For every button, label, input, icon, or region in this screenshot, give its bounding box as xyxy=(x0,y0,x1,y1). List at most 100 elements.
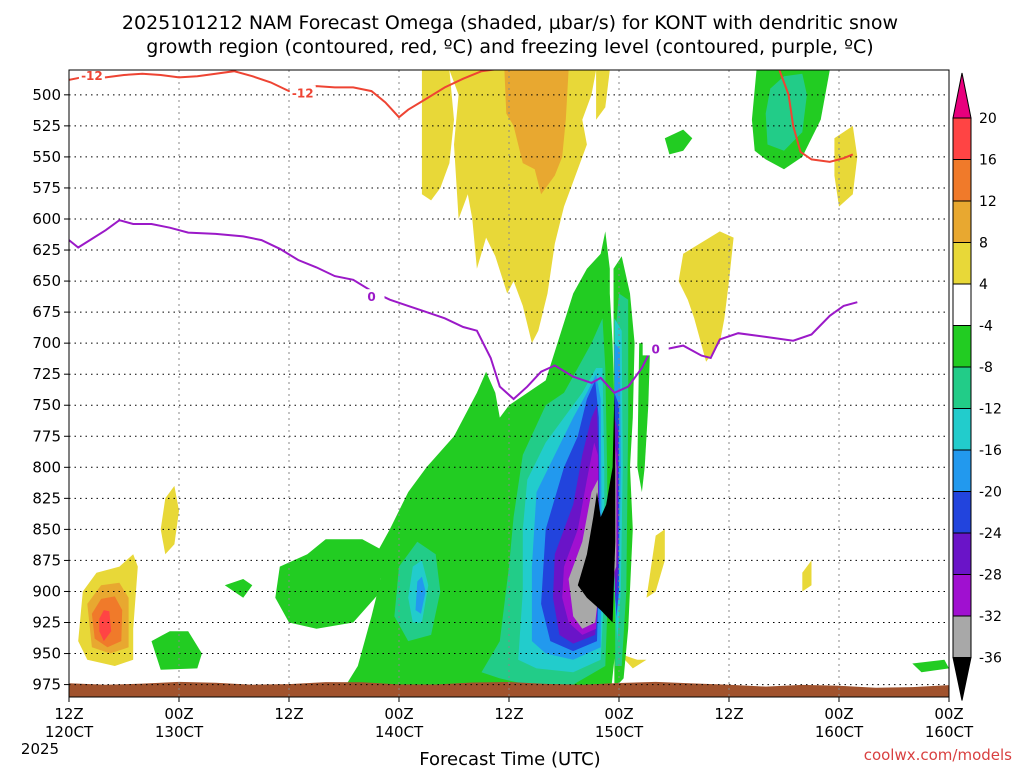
colorbar-label-9: -20 xyxy=(979,485,1002,501)
y-tick-label-825: 825 xyxy=(32,489,61,507)
y-tick-label-800: 800 xyxy=(32,458,61,476)
x-axis-label: Forecast Time (UTC) xyxy=(419,749,600,768)
colorbar-label-7: -12 xyxy=(979,402,1002,418)
y-tick-label-900: 900 xyxy=(32,582,61,600)
omega-region-8 xyxy=(802,560,812,592)
x-tick-label-24: 12Z xyxy=(274,705,303,723)
colorbar-bin-9 xyxy=(952,449,972,492)
x-tick-label-72: 12Z xyxy=(714,705,743,723)
y-tick-label-525: 525 xyxy=(32,117,61,135)
x-tick-label-36: 00Z xyxy=(384,705,413,723)
chart-title-line2: growth region (contoured, red, ºC) and f… xyxy=(146,36,873,58)
y-tick-label-650: 650 xyxy=(32,272,61,290)
omega-region-7 xyxy=(646,529,665,598)
freezing-label-1: 0 xyxy=(367,290,375,304)
y-tick-label-750: 750 xyxy=(32,396,61,414)
year-label: 2025 xyxy=(21,740,59,758)
contours: -12 -12 0 0 xyxy=(69,69,858,401)
y-tick-label-675: 675 xyxy=(32,303,61,321)
y-axis: 500 525 550 575 600 625 650 675 700 725 750 775 800 8… xyxy=(32,86,69,694)
gridlines xyxy=(69,70,949,697)
freezing-label-2: 0 xyxy=(651,342,659,356)
colorbar-bin-13 xyxy=(952,615,972,658)
colorbar-label-5: -4 xyxy=(979,319,993,335)
y-tick-label-500: 500 xyxy=(32,86,61,104)
colorbar-label-8: -16 xyxy=(979,443,1002,459)
colorbar-label-4: 4 xyxy=(979,277,988,293)
x-tick-label-84: 00Z xyxy=(824,705,853,723)
colorbar-label-3: 8 xyxy=(979,236,988,252)
omega-region-0 xyxy=(421,70,454,201)
omega-region-32 xyxy=(415,576,426,614)
x-tick-label-60: 00Z xyxy=(604,705,633,723)
colorbar-label-11: -28 xyxy=(979,568,1002,584)
colorbar: 20 16 12 8 4 -4 -8 -12 -16 -20 -24 -28 -32 -36 xyxy=(952,72,1002,701)
omega-region-22 xyxy=(912,659,949,673)
colorbar-label-2: 12 xyxy=(979,194,997,210)
y-tick-label-575: 575 xyxy=(32,179,61,197)
colorbar-bin-0 xyxy=(952,72,972,119)
omega-region-13 xyxy=(99,610,112,642)
colorbar-bin-4 xyxy=(952,242,972,285)
freezing-level-contour xyxy=(69,219,858,401)
omega-region-16 xyxy=(637,343,651,493)
freezing-label-2-bg xyxy=(642,341,669,356)
x-tick-date-12: 130CT xyxy=(155,723,204,741)
omega-region-5 xyxy=(834,125,858,207)
colorbar-label-13: -36 xyxy=(979,651,1002,667)
y-tick-label-925: 925 xyxy=(32,614,61,632)
omega-region-6 xyxy=(160,485,179,555)
x-tick-date-0: 120CT xyxy=(45,723,94,741)
y-tick-label-850: 850 xyxy=(32,520,61,538)
x-tick-date-96: 160CT xyxy=(925,723,974,741)
colorbar-label-6: -8 xyxy=(979,360,993,376)
watermark: coolwx.com/models xyxy=(864,746,1012,764)
colorbar-bin-2 xyxy=(952,159,972,202)
omega-region-23 xyxy=(765,73,807,151)
omega-region-17 xyxy=(275,539,381,629)
dgz-label-1-bg xyxy=(78,70,105,83)
colorbar-bin-10 xyxy=(952,491,972,534)
y-tick-label-600: 600 xyxy=(32,210,61,228)
y-tick-label-625: 625 xyxy=(32,241,61,259)
colorbar-bin-3 xyxy=(952,200,972,243)
y-tick-label-975: 975 xyxy=(32,676,61,694)
omega-region-10 xyxy=(619,653,647,669)
colorbar-bin-6 xyxy=(952,325,972,368)
x-tick-label-12: 00Z xyxy=(164,705,193,723)
y-tick-label-700: 700 xyxy=(32,334,61,352)
colorbar-bin-5 xyxy=(952,283,972,326)
colorbar-label-10: -24 xyxy=(979,526,1002,542)
omega-region-20 xyxy=(664,129,693,155)
omega-region-3 xyxy=(504,70,569,195)
colorbar-label-12: -32 xyxy=(979,609,1002,625)
y-tick-label-725: 725 xyxy=(32,365,61,383)
x-tick-date-84: 160CT xyxy=(815,723,864,741)
colorbar-bin-12 xyxy=(952,574,972,617)
colorbar-bin-1 xyxy=(952,117,972,160)
y-tick-label-775: 775 xyxy=(32,427,61,445)
y-tick-label-875: 875 xyxy=(32,551,61,569)
y-tick-label-950: 950 xyxy=(32,645,61,663)
colorbar-label-0: 20 xyxy=(979,111,997,127)
x-tick-label-96: 00Z xyxy=(934,705,963,723)
colorbar-label-1: 16 xyxy=(979,153,997,169)
omega-region-41 xyxy=(577,392,616,623)
colorbar-bin-8 xyxy=(952,408,972,451)
dgz-label-2-bg xyxy=(289,85,316,100)
x-tick-label-0: 12Z xyxy=(54,705,83,723)
freezing-label-1-bg xyxy=(358,289,385,304)
omega-shading xyxy=(78,70,949,689)
y-tick-label-550: 550 xyxy=(32,148,61,166)
colorbar-bin-7 xyxy=(952,366,972,409)
colorbar-bin-14 xyxy=(952,657,972,701)
colorbar-bin-11 xyxy=(952,532,972,575)
x-tick-date-60: 150CT xyxy=(595,723,644,741)
x-tick-label-48: 12Z xyxy=(494,705,523,723)
x-tick-date-36: 140CT xyxy=(375,723,424,741)
omega-region-19 xyxy=(151,631,202,670)
chart-title-line1: 2025101212 NAM Forecast Omega (shaded, µ… xyxy=(122,12,898,34)
dgz-label-1: -12 xyxy=(81,69,103,83)
